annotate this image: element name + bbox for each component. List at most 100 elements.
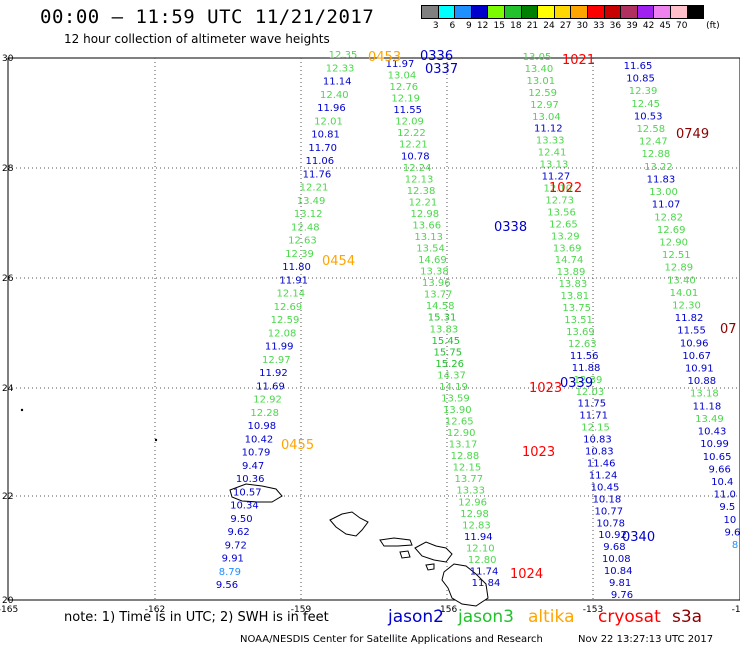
track-value: 11.84 xyxy=(472,578,501,589)
track-value: 12.14 xyxy=(276,289,305,300)
track-value: 10.42 xyxy=(245,434,274,445)
track-value: 15.45 xyxy=(432,336,461,347)
track-value: 13.59 xyxy=(441,393,470,404)
track-value: 13.56 xyxy=(547,207,576,218)
track-value: 12.45 xyxy=(631,99,660,110)
track-value: 12.65 xyxy=(549,219,578,230)
map-frame xyxy=(7,57,740,601)
map-grid xyxy=(7,57,740,601)
track-value: 9.50 xyxy=(230,514,252,525)
track-value: 12.88 xyxy=(642,149,671,160)
track-value: 13.51 xyxy=(564,315,593,326)
track-value: 11.71 xyxy=(579,411,608,422)
legend-swatches xyxy=(421,5,720,19)
track-value: 12.15 xyxy=(581,423,610,434)
track-value: 13.13 xyxy=(414,232,443,243)
track-value: 13.38 xyxy=(420,267,449,278)
track-value: 11.69 xyxy=(256,381,285,392)
pass-time-label: 0337 xyxy=(425,62,458,77)
lat-tick-label: 30 xyxy=(2,54,14,64)
track-value: 12.97 xyxy=(530,100,559,111)
track-value: 12.30 xyxy=(672,301,701,312)
track-value: 11.07 xyxy=(652,200,681,211)
track-value: 12.01 xyxy=(314,116,343,127)
track-value: 15.26 xyxy=(435,359,464,370)
track-value: 12.08 xyxy=(268,328,297,339)
track-value: 11.88 xyxy=(572,363,601,374)
track-value: 12.39 xyxy=(574,375,603,386)
track-value: 11.94 xyxy=(464,532,493,543)
lat-tick-label: 26 xyxy=(2,274,14,284)
track-value: 13.04 xyxy=(532,112,561,123)
island-lanai xyxy=(399,550,411,559)
island-maui xyxy=(414,541,453,563)
track-value: 9.81 xyxy=(609,578,631,589)
track-value: 9.91 xyxy=(222,554,244,565)
track-value: 12.76 xyxy=(390,82,419,93)
track-value: 12.38 xyxy=(407,186,436,197)
map-dot xyxy=(154,438,158,442)
track-value: 12.21 xyxy=(409,197,438,208)
track-value: 12.96 xyxy=(458,497,487,508)
track-value: 10.43 xyxy=(698,427,727,438)
track-value: 12.88 xyxy=(451,451,480,462)
lon-tick-label: -162 xyxy=(145,605,165,615)
track-value: 11.65 xyxy=(624,61,653,72)
track-value: 9.72 xyxy=(225,540,247,551)
track-value: 12.63 xyxy=(288,236,317,247)
track-value: 11.99 xyxy=(265,342,294,353)
track-value: 10 xyxy=(724,515,737,526)
pass-time-label: 1021 xyxy=(562,53,595,68)
track-value: 13.12 xyxy=(294,209,323,220)
track-value: 13.40 xyxy=(667,275,696,286)
track-value: 12.51 xyxy=(662,250,691,261)
track-value: 13.05 xyxy=(523,52,552,63)
track-value: 11.76 xyxy=(303,169,332,180)
track-value: 9.47 xyxy=(242,461,264,472)
track-value: 12.21 xyxy=(399,140,428,151)
track-value: 10.83 xyxy=(583,435,612,446)
island-kahoolawe xyxy=(425,563,435,571)
track-value: 11.83 xyxy=(647,174,676,185)
track-value: 12.13 xyxy=(405,174,434,185)
lon-tick-label: -165 xyxy=(0,605,18,615)
track-value: 11.14 xyxy=(323,77,352,88)
track-value: 12.10 xyxy=(466,543,495,554)
track-value: 12.09 xyxy=(395,117,424,128)
track-value: 11.46 xyxy=(587,458,616,469)
track-value: 11.91 xyxy=(279,275,308,286)
lon-tick-label: -153 xyxy=(583,605,603,615)
legend-swatch xyxy=(686,5,705,19)
track-value: 13.69 xyxy=(566,327,595,338)
track-value: 10.08 xyxy=(602,554,631,565)
track-value: 12.65 xyxy=(445,417,474,428)
track-value: 11.97 xyxy=(386,59,415,70)
track-value: 13.49 xyxy=(297,196,326,207)
island-oahu xyxy=(329,511,369,537)
credit-text: NOAA/NESDIS Center for Satellite Applica… xyxy=(240,634,543,645)
island-molokai xyxy=(379,537,413,547)
track-value: 10.88 xyxy=(687,376,716,387)
track-value: 13.17 xyxy=(449,440,478,451)
track-value: 12.22 xyxy=(397,128,426,139)
island-hawaii xyxy=(441,563,489,607)
track-value: 12.98 xyxy=(460,509,489,520)
legend-label: 27 xyxy=(559,21,572,31)
track-value: 10.45 xyxy=(591,482,620,493)
page-title: 00:00 – 11:59 UTC 11/21/2017 xyxy=(40,6,375,28)
track-value: 13.77 xyxy=(424,290,453,301)
track-value: 12.83 xyxy=(462,520,491,531)
track-value: 9.62 xyxy=(227,527,249,538)
track-value: 11.12 xyxy=(534,124,563,135)
legend-label: 30 xyxy=(576,21,588,31)
legend-label: 33 xyxy=(593,21,605,31)
lat-tick-label: 20 xyxy=(2,596,14,606)
track-value: 12.33 xyxy=(326,63,355,74)
page-subtitle: 12 hour collection of altimeter wave hei… xyxy=(64,32,330,46)
legend-label: 36 xyxy=(609,21,622,31)
track-value: 13.90 xyxy=(443,405,472,416)
satellite-name: cryosat xyxy=(598,607,661,627)
legend-label: 18 xyxy=(510,21,522,31)
track-value: 10.98 xyxy=(247,421,276,432)
